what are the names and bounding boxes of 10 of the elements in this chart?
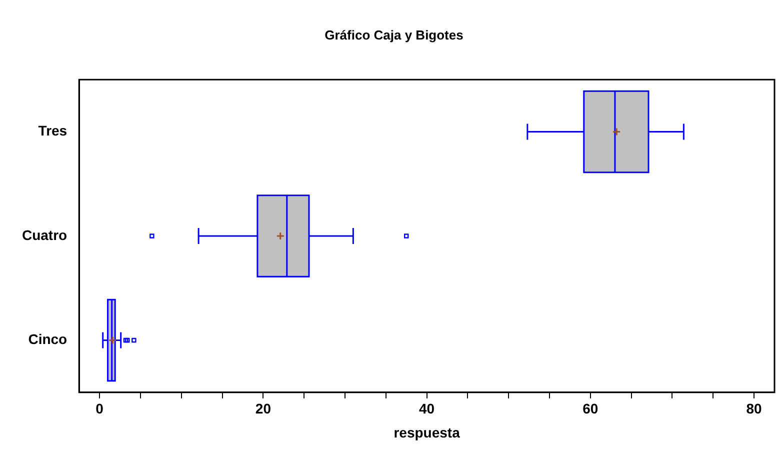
chart-title: Gráfico Caja y Bigotes xyxy=(324,27,464,42)
y-tick-label: Tres xyxy=(38,122,68,139)
x-tick-label: 40 xyxy=(419,400,435,417)
x-tick-label: 0 xyxy=(96,400,104,417)
y-tick-label: Cinco xyxy=(28,331,68,348)
x-tick-label: 20 xyxy=(255,400,272,417)
y-tick-label: Cuatro xyxy=(22,226,68,243)
x-axis-title: respuesta xyxy=(394,424,460,440)
x-tick-label: 60 xyxy=(582,400,598,417)
x-tick-label: 80 xyxy=(746,400,762,417)
